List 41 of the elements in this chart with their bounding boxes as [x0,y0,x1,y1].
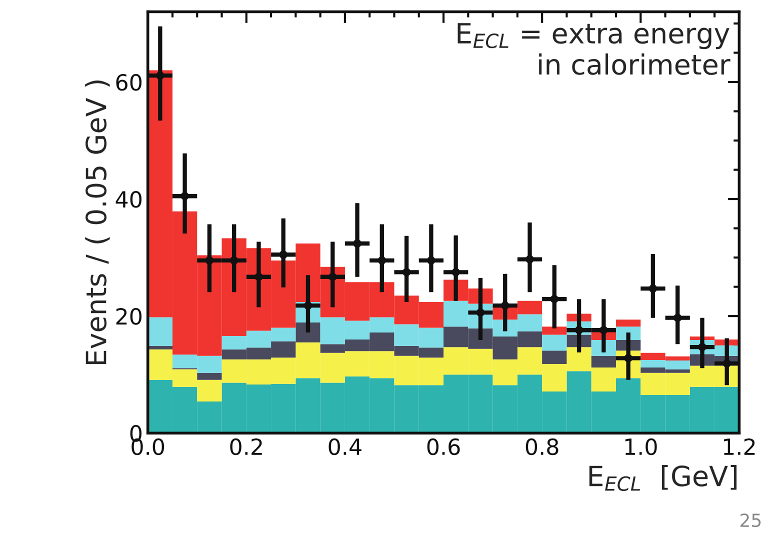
x-tick-label: 1.0 [625,438,657,456]
point [180,192,189,200]
point [156,71,164,80]
annotation: E$_{ECL}$ = extra energy in calorimeter [458,23,730,75]
point [600,326,608,334]
point [353,239,362,248]
x-tick-label: 0.4 [328,438,362,456]
bar [616,320,641,327]
point [402,268,411,276]
point [550,294,559,304]
point [230,256,238,265]
x-tick-label: 0.6 [427,438,460,456]
text: 25 [740,513,761,528]
bar [148,317,172,346]
point [648,284,658,293]
point [624,354,632,362]
point [279,250,288,259]
point [526,255,534,264]
bar [197,372,222,380]
bar [148,346,172,350]
x-tick-label: 0.2 [230,438,262,456]
point [378,256,386,265]
y-tick-label: 60 [116,74,142,91]
y-tick-label: 40 [116,190,142,208]
bar [542,350,567,364]
bar [542,326,567,335]
point [304,301,312,310]
x-tick-label: 0.8 [526,438,558,456]
point [500,301,510,310]
y-tick-label: 20 [116,308,142,325]
point [205,256,214,265]
point [673,314,682,322]
point [427,256,436,265]
point [452,268,460,276]
bar [591,356,616,368]
point [254,272,263,282]
x-tick-label: 1.2 [724,438,755,455]
x-axis-title: E$_{ECL}$ [GeV] [589,465,737,491]
point [328,272,337,282]
y-axis-title: Events / ( 0.05 GeV ) [85,80,110,364]
bar [542,334,567,351]
